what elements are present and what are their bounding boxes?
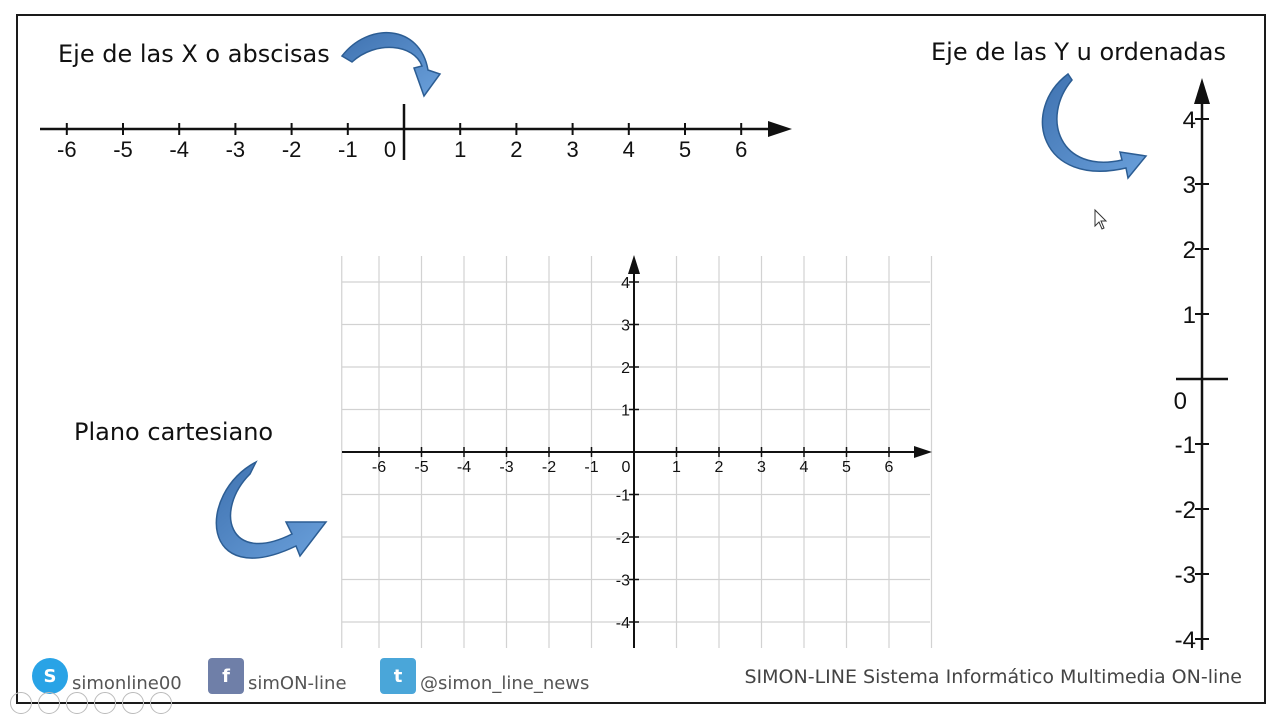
y-number-line: 4 3 2 1 0 -1 -2 -3 -4 — [1174, 78, 1228, 654]
facebook-icon: f — [208, 658, 244, 694]
plane-x-tick-label: 0 — [622, 459, 631, 476]
footer: S simonline00 f simON-line t @simon_line… — [32, 658, 1242, 694]
plane-y-tick-label: 4 — [621, 275, 630, 292]
plane-x-tick-label: -1 — [584, 459, 598, 476]
skype-handle: simonline00 — [72, 673, 182, 694]
plane-x-tick-label: -4 — [457, 459, 471, 476]
x-line-arrowhead — [768, 121, 792, 137]
plane-x-tick-label: -3 — [499, 459, 513, 476]
x-line-tick-label: 3 — [566, 137, 578, 162]
x-line-tick-label: -4 — [169, 137, 189, 162]
footer-facebook[interactable]: f simON-line — [208, 658, 347, 694]
x-line-tick-label: -5 — [113, 137, 133, 162]
curved-arrow-plane — [215, 460, 328, 559]
skype-icon: S — [32, 658, 68, 694]
plane-x-tick-label: 6 — [885, 459, 894, 476]
plane-x-tick-label: 2 — [715, 459, 724, 476]
toolbar-button[interactable] — [94, 692, 116, 714]
x-line-tick-label: -6 — [57, 137, 77, 162]
y-line-tick-label: -2 — [1175, 497, 1196, 524]
player-toolbar — [10, 692, 172, 714]
plane-x-tick-label: -5 — [414, 459, 428, 476]
twitter-icon: t — [380, 658, 416, 694]
plane-y-arrowhead — [628, 255, 640, 274]
plane-x-tick-label: 4 — [800, 459, 809, 476]
plane-x-tick-label: 3 — [757, 459, 766, 476]
y-line-tick-label: -3 — [1175, 562, 1196, 589]
plane-label: Plano cartesiano — [74, 418, 274, 446]
plane-y-tick-label: -3 — [616, 573, 630, 590]
x-line-tick-label: 6 — [735, 137, 747, 162]
y-line-tick-label: 2 — [1183, 237, 1196, 264]
y-line-tick-label: 1 — [1183, 302, 1196, 329]
plane-y-tick-label: 3 — [621, 318, 630, 335]
mouse-cursor-icon — [1094, 208, 1108, 230]
y-axis-label: Eje de las Y u ordenadas — [931, 38, 1226, 66]
plane-x-arrowhead — [914, 446, 932, 458]
curved-arrow-y — [1041, 72, 1148, 180]
x-line-tick-label: -1 — [338, 137, 358, 162]
plane-x-tick-label: -2 — [542, 459, 556, 476]
plane-y-tick-label: -1 — [616, 488, 630, 505]
x-line-tick-label: 0 — [384, 137, 396, 162]
x-line-tick-label: -2 — [282, 137, 302, 162]
footer-skype[interactable]: S simonline00 — [32, 658, 182, 694]
x-line-tick-label: 2 — [510, 137, 522, 162]
plane-y-tick-label: -4 — [616, 615, 630, 632]
x-line-tick-label: 5 — [679, 137, 691, 162]
curved-arrow-x — [340, 32, 442, 98]
plane-y-tick-label: -2 — [616, 530, 630, 547]
toolbar-button[interactable] — [10, 692, 32, 714]
plane-y-tick-label: 2 — [621, 360, 630, 377]
x-axis-label: Eje de las X o abscisas — [58, 40, 330, 68]
toolbar-button[interactable] — [122, 692, 144, 714]
toolbar-button[interactable] — [38, 692, 60, 714]
x-number-line: -6 -5 -4 -3 -2 -1 0 1 2 3 4 5 6 — [40, 104, 792, 162]
y-line-tick-label: 0 — [1174, 388, 1187, 415]
twitter-handle: @simon_line_news — [420, 673, 590, 694]
x-line-tick-label: -3 — [226, 137, 246, 162]
cartesian-plane: -6 -5 -4 -3 -2 -1 0 1 2 3 4 5 6 4 3 2 1 -1 -2 -3 -4 — [341, 255, 933, 648]
plane-x-tick-label: 5 — [842, 459, 851, 476]
toolbar-button[interactable] — [150, 692, 172, 714]
plane-x-tick-label: 1 — [672, 459, 681, 476]
footer-brand: SIMON-LINE Sistema Informático Multimedi… — [744, 666, 1243, 688]
y-line-tick-label: 3 — [1183, 172, 1196, 199]
y-line-tick-label: -1 — [1175, 432, 1196, 459]
footer-twitter[interactable]: t @simon_line_news — [380, 658, 589, 694]
plane-y-tick-label: 1 — [621, 403, 630, 420]
facebook-handle: simON-line — [248, 673, 347, 694]
y-line-tick-label: 4 — [1183, 107, 1196, 134]
toolbar-button[interactable] — [66, 692, 88, 714]
x-line-tick-label: 1 — [454, 137, 466, 162]
y-line-tick-label: -4 — [1175, 627, 1196, 654]
y-line-arrowhead — [1194, 78, 1210, 104]
x-line-tick-label: 4 — [623, 137, 635, 162]
plane-x-tick-label: -6 — [372, 459, 386, 476]
